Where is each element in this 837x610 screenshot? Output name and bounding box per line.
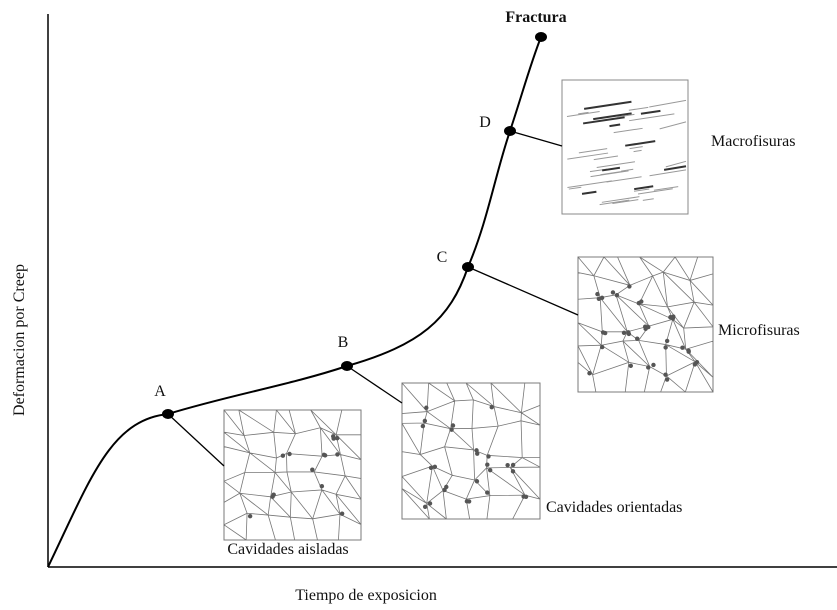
inset-label: Cavidades orientadas	[546, 499, 682, 516]
cavity	[600, 296, 604, 300]
cavity	[505, 463, 509, 467]
connector	[510, 131, 562, 146]
inset-label: Macrofisuras	[711, 133, 795, 150]
cavity	[663, 373, 667, 377]
connector	[468, 267, 578, 315]
connector	[347, 366, 402, 403]
cavity	[680, 345, 684, 349]
cavity	[428, 501, 432, 505]
cavity	[421, 424, 425, 428]
insets	[224, 80, 713, 540]
inset-label: Cavidades aisladas	[227, 541, 348, 558]
cavity	[451, 423, 455, 427]
cavity	[651, 363, 655, 367]
cavity	[287, 452, 291, 456]
cavity	[424, 406, 428, 410]
cavity	[467, 499, 471, 503]
cavity	[615, 293, 619, 297]
cavity	[595, 292, 599, 296]
creep-diagram: Deformacion por Creep Tiempo de exposici…	[0, 0, 837, 610]
cavity	[331, 434, 335, 438]
cavity	[474, 448, 478, 452]
cavity	[626, 330, 630, 334]
point-label: D	[479, 114, 491, 131]
point-dot	[162, 409, 174, 419]
cavity	[271, 492, 275, 496]
cavity	[488, 468, 492, 472]
cavity	[511, 469, 515, 473]
cavity	[587, 371, 591, 375]
cavity	[629, 364, 633, 368]
point-label: C	[437, 249, 448, 266]
cavity	[449, 428, 453, 432]
cavity	[485, 490, 489, 494]
cavity	[475, 479, 479, 483]
cavity	[423, 419, 427, 423]
cavity	[627, 284, 631, 288]
point-dot	[504, 126, 516, 136]
point-dot	[535, 32, 547, 42]
cavity	[310, 467, 314, 471]
point-label: B	[338, 334, 349, 351]
cavity	[490, 405, 494, 409]
cavity	[693, 362, 697, 366]
cavity	[639, 299, 643, 303]
cavity	[635, 336, 639, 340]
cavity	[433, 465, 437, 469]
cavity	[646, 365, 650, 369]
cavity	[521, 494, 525, 498]
point-label: A	[154, 383, 166, 400]
x-axis-label: Tiempo de exposicion	[295, 587, 437, 604]
cavity	[320, 484, 324, 488]
cavity	[622, 331, 626, 335]
cavity	[511, 463, 515, 467]
cavity	[322, 453, 326, 457]
cavity	[668, 315, 672, 319]
cavity	[444, 485, 448, 489]
cavity	[646, 325, 650, 329]
cavity	[686, 348, 690, 352]
cavity	[663, 345, 667, 349]
cavity	[335, 452, 339, 456]
inset-label: Microfisuras	[718, 322, 800, 339]
cavity	[429, 466, 433, 470]
cavity	[248, 514, 252, 518]
inset-frame	[562, 80, 688, 214]
cavity	[340, 511, 344, 515]
cavity	[600, 345, 604, 349]
connector	[168, 414, 224, 466]
y-axis-label: Deformacion por Creep	[11, 264, 28, 416]
fracture-label: Fractura	[505, 9, 566, 26]
cavity	[603, 331, 607, 335]
point-dot	[462, 262, 474, 272]
cavity	[665, 377, 669, 381]
cavity	[611, 290, 615, 294]
cavity	[485, 462, 489, 466]
cavity	[281, 453, 285, 457]
cavity	[486, 454, 490, 458]
point-dot	[341, 361, 353, 371]
cavity	[423, 505, 427, 509]
cavity	[665, 339, 669, 343]
